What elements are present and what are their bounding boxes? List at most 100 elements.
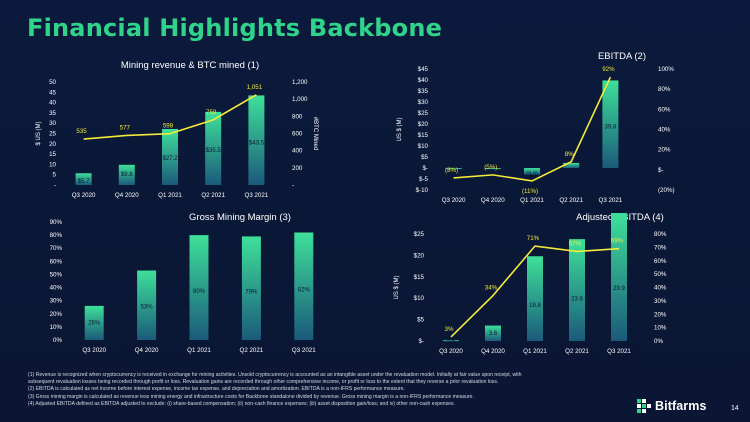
y2-tick-label: 40% [654,285,667,292]
line-data-label: 8% [565,151,574,158]
x-tick-label: Q2 2021 [201,192,225,199]
x-tick-label: Q4 2020 [135,347,159,354]
bar-data-label: $5.7 [78,179,90,185]
y-tick-label: 40% [50,285,63,292]
y-tick-label: $20 [414,252,425,259]
y-tick-label: 70% [50,245,63,252]
x-tick-label: Q3 2021 [607,348,631,355]
x-tick-label: Q4 2020 [115,192,139,199]
line-series [83,94,257,140]
y-tick-label: $15 [414,274,425,281]
bar-data-label: 53% [141,305,154,311]
x-tick-label: Q1 2021 [187,347,211,354]
y-tick-label: $-10 [416,187,429,194]
bar [162,128,178,185]
y-tick-label: $20 [418,121,429,128]
x-tick-label: Q3 2021 [599,197,623,204]
bar [602,80,619,168]
bar-data-label: 29.9 [613,286,625,292]
y-tick-label: - [54,182,56,189]
y-tick-label: 40 [49,100,56,107]
bar-data-label: 23.8 [571,296,583,302]
footnote-4: (4) Adjusted EBITDA defined as EBITDA ad… [28,400,455,407]
bar-data-label: 79% [245,289,258,295]
bar [189,235,209,340]
page-title: Financial Highlights Backbone [27,14,443,42]
y2-tick-label: 100% [658,66,674,73]
line-data-label: (8%) [445,167,458,174]
bar-data-label: $43.5 [249,141,265,147]
bar [484,168,501,170]
gross-mining-margin-chart: Gross Mining Margin (3) 0% 10% 20% 30% 40% 50%… [50,212,317,354]
x-tick-label: Q1 2021 [520,197,544,204]
line-data-label: 34% [485,285,498,292]
footnote-2: (2) EBITDA is calculated as net income b… [28,386,405,393]
chart-title: Gross Mining Margin (3) [189,212,291,223]
bar-data-label: 80% [193,289,206,295]
y-tick-label: 50% [50,271,63,278]
x-tick-label: Q2 2021 [240,347,264,354]
line-data-label: 67% [569,240,582,247]
y2-tick-label: 80% [658,86,671,93]
y2-tick-label: 40% [658,127,671,134]
bar [137,270,157,340]
y2-tick-label: 400 [292,148,303,155]
bar [611,213,627,341]
x-tick-label: Q3 2020 [439,348,463,355]
x-tick-label: Q4 2020 [481,348,505,355]
bar [527,256,543,341]
bitfarms-logo-icon [637,399,651,413]
chart-title: EBITDA (2) [598,51,646,62]
y2-tick-label: 0% [654,338,663,345]
bar [241,236,261,340]
y-axis-title: $ US (M) [36,121,42,145]
y-tick-label: $10 [418,143,429,150]
bar [485,325,501,341]
bar-data-label: $27.2 [162,156,178,162]
y-tick-label: $5 [421,154,428,161]
y2-axis-title: #BTC Mined [312,117,318,150]
x-tick-label: Q3 2021 [292,347,316,354]
footnote-3: (3) Gross mining margin is calculated as… [28,393,474,400]
y-tick-label: $25 [414,231,425,238]
bar [75,173,92,185]
y-tick-label: 80% [50,232,63,239]
bar [294,232,314,340]
y-tick-label: 35 [49,110,56,117]
y-tick-label: 30 [49,120,56,127]
y2-tick-label: 60% [654,258,667,265]
y2-tick-label: 10% [654,325,667,332]
y2-tick-label: 20% [658,147,671,154]
line-series [453,76,612,182]
y-tick-label: 50 [49,79,56,86]
y-tick-label: 15 [49,151,56,158]
y2-tick-label: 200 [292,165,303,172]
y2-tick-label: 70% [654,244,667,251]
y-tick-label: $30 [418,99,429,106]
line-series [450,245,620,338]
x-tick-label: Q3 2020 [72,192,96,199]
y-tick-label: $10 [414,295,425,302]
y-tick-label: $45 [418,66,429,73]
line-data-label: 71% [527,235,540,242]
mining-revenue-chart: Mining revenue & BTC mined (1) - 5 10 15 20 25… [36,60,318,199]
y2-tick-label: 20% [654,311,667,318]
bitfarms-logo: Bitfarms [636,398,707,414]
footnotes: (1) Revenue is recognized when cryptocur… [28,372,618,408]
logo-text: Bitfarms [655,399,707,413]
line-data-label: 92% [602,66,615,73]
bar-data-label: (0.3) [447,172,459,178]
bar [205,111,222,185]
x-tick-label: Q4 2020 [481,197,505,204]
x-tick-label: Q1 2021 [158,192,182,199]
y2-tick-label: $- [658,167,664,174]
line-data-label: 577 [120,124,131,131]
x-tick-label: Q2 2021 [565,348,589,355]
x-tick-label: Q3 2021 [245,192,269,199]
bar [524,168,540,175]
bar [443,340,459,342]
adjusted-ebitda-chart: Adjusted EBITDA (4)$-$5$10$15$20$250%10%… [394,212,667,355]
y-tick-label: $25 [418,110,429,117]
y-tick-label: $-5 [419,176,429,183]
